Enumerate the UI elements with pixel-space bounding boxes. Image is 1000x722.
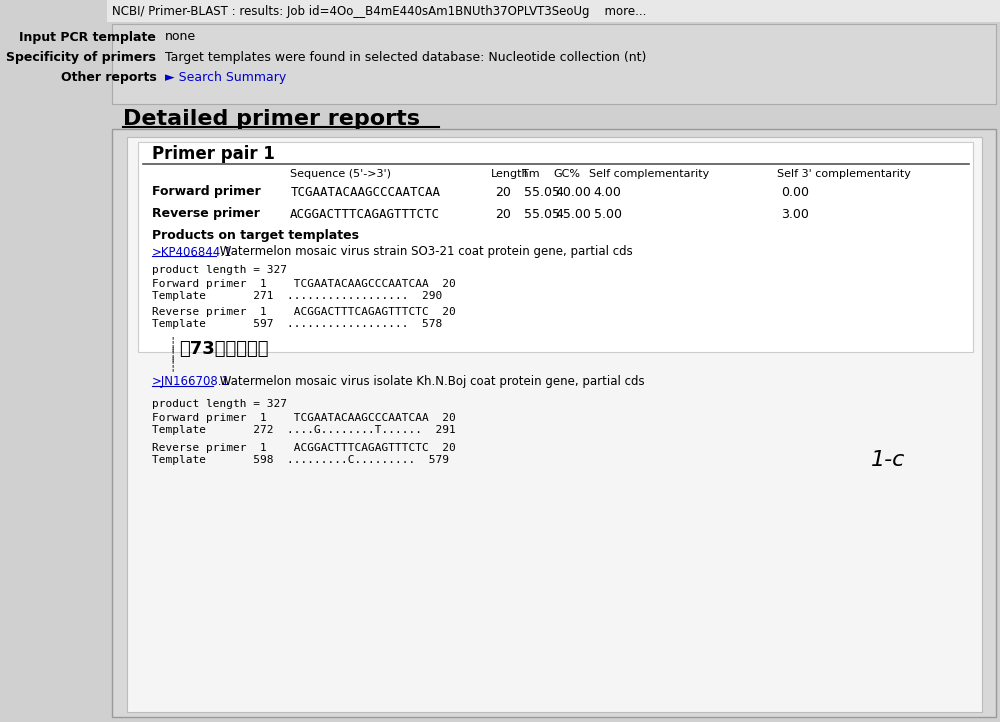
Text: Watermelon mosaic virus strain SO3-21 coat protein gene, partial cds: Watermelon mosaic virus strain SO3-21 co…: [216, 245, 633, 258]
Text: >KP406844.1: >KP406844.1: [152, 245, 232, 258]
Text: 1-c: 1-c: [871, 450, 905, 470]
FancyBboxPatch shape: [112, 129, 996, 717]
Text: Reverse primer: Reverse primer: [152, 207, 260, 220]
Text: 0.00: 0.00: [781, 186, 809, 199]
Text: Specificity of primers: Specificity of primers: [6, 51, 156, 64]
Text: NCBI/ Primer-BLAST : results: Job id=4Oo__B4mE440sAm1BNUth37OPLVT3SeoUg    more.: NCBI/ Primer-BLAST : results: Job id=4Oo…: [112, 4, 646, 17]
Text: Input PCR template: Input PCR template: [19, 30, 156, 43]
Text: 20: 20: [496, 186, 511, 199]
Text: 55.05: 55.05: [524, 207, 560, 220]
Text: Self 3' complementarity: Self 3' complementarity: [777, 169, 911, 179]
Text: ┊: ┊: [168, 347, 176, 362]
Text: Reverse primer  1    ACGGACTTTCAGAGTTTCTC  20: Reverse primer 1 ACGGACTTTCAGAGTTTCTC 20: [152, 307, 456, 317]
Text: Primer pair 1: Primer pair 1: [152, 145, 275, 163]
Text: Forward primer: Forward primer: [152, 186, 261, 199]
Text: Template       271  ..................  290: Template 271 .................. 290: [152, 291, 442, 301]
Text: 共73条检索结果: 共73条检索结果: [179, 340, 268, 358]
Text: Self complementarity: Self complementarity: [589, 169, 710, 179]
Text: product length = 327: product length = 327: [152, 265, 287, 275]
Text: >JN166708.1: >JN166708.1: [152, 375, 230, 388]
Text: ACGGACTTTCAGAGTTTCTC: ACGGACTTTCAGAGTTTCTC: [290, 207, 440, 220]
Text: Products on target templates: Products on target templates: [152, 228, 359, 241]
Text: TCGAATACAAGCCCAATCAA: TCGAATACAAGCCCAATCAA: [290, 186, 440, 199]
FancyBboxPatch shape: [138, 142, 973, 352]
Text: Detailed primer reports: Detailed primer reports: [123, 109, 420, 129]
Text: Reverse primer  1    ACGGACTTTCAGAGTTTCTC  20: Reverse primer 1 ACGGACTTTCAGAGTTTCTC 20: [152, 443, 456, 453]
Text: ┊: ┊: [168, 336, 176, 352]
Text: GC%: GC%: [554, 169, 581, 179]
Text: 4.00: 4.00: [594, 186, 622, 199]
Text: Forward primer  1    TCGAATACAAGCCCAATCAA  20: Forward primer 1 TCGAATACAAGCCCAATCAA 20: [152, 279, 456, 289]
Text: Target templates were found in selected database: Nucleotide collection (nt): Target templates were found in selected …: [165, 51, 647, 64]
Text: ► Search Summary: ► Search Summary: [165, 71, 287, 84]
Text: Template       272  ....G........T......  291: Template 272 ....G........T...... 291: [152, 425, 456, 435]
Text: Template       597  ..................  578: Template 597 .................. 578: [152, 319, 442, 329]
Text: 3.00: 3.00: [781, 207, 809, 220]
Text: Length: Length: [491, 169, 530, 179]
Text: 45.00: 45.00: [555, 207, 591, 220]
Text: ┊: ┊: [168, 357, 176, 371]
Text: 40.00: 40.00: [555, 186, 591, 199]
Text: Forward primer  1    TCGAATACAAGCCCAATCAA  20: Forward primer 1 TCGAATACAAGCCCAATCAA 20: [152, 413, 456, 423]
Text: none: none: [165, 30, 196, 43]
Text: 55.05: 55.05: [524, 186, 560, 199]
Text: product length = 327: product length = 327: [152, 399, 287, 409]
Text: Other reports: Other reports: [61, 71, 156, 84]
Text: Tm: Tm: [522, 169, 540, 179]
Text: Sequence (5'->3'): Sequence (5'->3'): [290, 169, 391, 179]
Text: Watermelon mosaic virus isolate Kh.N.Boj coat protein gene, partial cds: Watermelon mosaic virus isolate Kh.N.Boj…: [216, 375, 645, 388]
FancyBboxPatch shape: [107, 0, 1000, 22]
Text: 5.00: 5.00: [594, 207, 622, 220]
FancyBboxPatch shape: [112, 24, 996, 104]
Text: Template       598  .........C.........  579: Template 598 .........C......... 579: [152, 455, 449, 465]
Text: 20: 20: [496, 207, 511, 220]
FancyBboxPatch shape: [127, 137, 982, 712]
